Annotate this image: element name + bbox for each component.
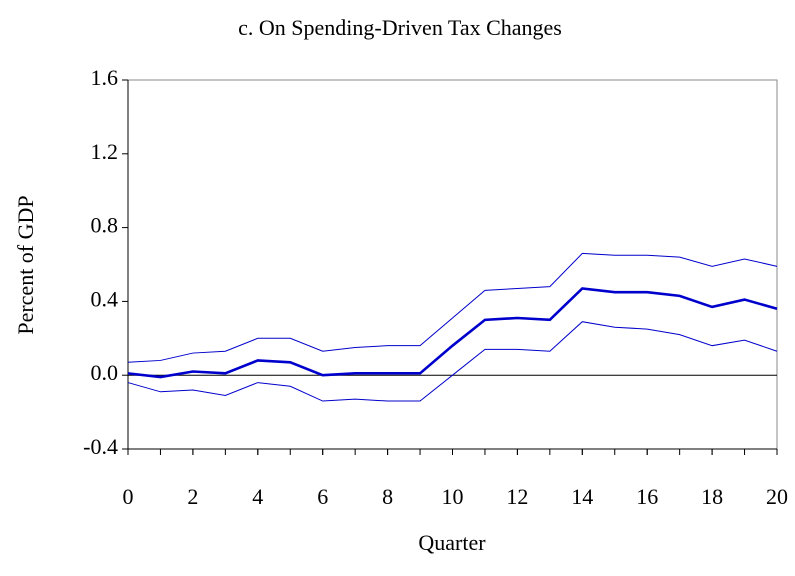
y-tick-label: 0.8 (91, 213, 119, 238)
x-tick-label: 12 (506, 484, 528, 509)
x-tick-label: 6 (317, 484, 328, 509)
chart-title: c. On Spending-Driven Tax Changes (238, 15, 562, 40)
y-axis-label: Percent of GDP (13, 195, 38, 334)
y-tick-label: 0.4 (91, 286, 119, 311)
x-tick-label: 4 (252, 484, 263, 509)
y-tick-label: 1.2 (91, 139, 119, 164)
x-tick-label: 18 (701, 484, 723, 509)
series-line (127, 287, 778, 379)
x-tick-label: 14 (571, 484, 593, 509)
y-tick-label: 1.6 (91, 65, 119, 90)
series-line (127, 321, 778, 402)
plot-frame (128, 79, 778, 449)
y-tick-label: -0.4 (83, 434, 118, 459)
x-tick-label: 2 (187, 484, 198, 509)
x-tick-label: 0 (123, 484, 134, 509)
series-line (127, 252, 778, 363)
x-tick-label: 16 (636, 484, 658, 509)
x-tick-label: 8 (382, 484, 393, 509)
x-tick-label: 10 (442, 484, 464, 509)
x-tick-label: 20 (766, 484, 788, 509)
x-axis-label: Quarter (418, 530, 486, 555)
y-tick-label: 0.0 (91, 360, 119, 385)
